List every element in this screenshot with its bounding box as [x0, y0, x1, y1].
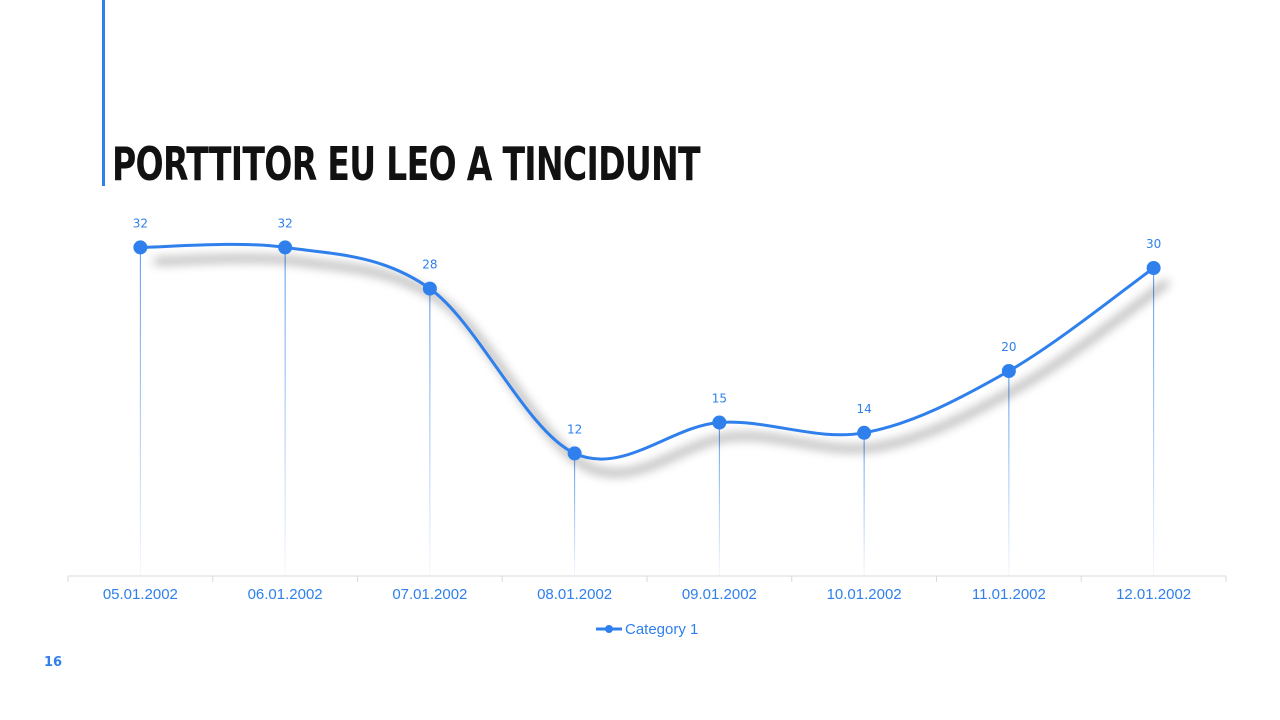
drop-line: [284, 247, 286, 576]
x-tick-label: 11.01.2002: [972, 586, 1046, 603]
x-tick-label: 08.01.2002: [537, 586, 612, 603]
page-number: 16: [44, 655, 63, 670]
drop-line: [1008, 371, 1010, 576]
drop-line: [718, 422, 720, 576]
data-label: 14: [856, 402, 871, 416]
drop-line: [139, 247, 141, 576]
data-label: 32: [277, 216, 292, 230]
x-tick-label: 09.01.2002: [682, 586, 757, 603]
data-point: [133, 240, 148, 255]
x-tick-labels: 05.01.2002 06.01.2002 07.01.2002 08.01.2002…: [103, 586, 1191, 603]
data-label: 30: [1146, 237, 1161, 251]
data-label: 32: [133, 216, 148, 230]
series-line-shadow: [154, 255, 1170, 476]
chart-legend: Category 1: [596, 621, 698, 638]
series-shadow: [154, 255, 1170, 476]
data-point: [712, 415, 727, 430]
slide-title: PORTTITOR EU LEO A TINCIDUNT: [112, 137, 701, 191]
x-tick-label: 05.01.2002: [103, 586, 178, 603]
data-labels: 32 32 28 12 15 14 20 30: [133, 216, 1162, 436]
data-point: [1146, 261, 1161, 275]
data-points: [133, 240, 1161, 461]
drop-line: [429, 288, 431, 576]
x-tick-label: 10.01.2002: [827, 586, 902, 603]
data-point: [1001, 364, 1016, 378]
drop-lines: [139, 247, 1155, 576]
data-label: 15: [712, 392, 727, 406]
drop-line: [863, 432, 865, 576]
x-axis: [67, 575, 1227, 582]
data-point: [857, 425, 872, 440]
data-point: [278, 240, 293, 255]
drop-line: [574, 453, 576, 576]
data-label: 12: [567, 422, 582, 436]
x-tick-label: 06.01.2002: [248, 586, 323, 603]
x-tick-label: 12.01.2002: [1116, 586, 1191, 603]
data-point: [422, 281, 437, 296]
x-tick-label: 07.01.2002: [392, 586, 467, 603]
legend-label: Category 1: [625, 621, 698, 638]
data-label: 20: [1001, 340, 1016, 354]
series-line-category-1: [138, 242, 1156, 461]
legend-marker: [605, 625, 613, 633]
drop-line: [1153, 268, 1155, 576]
title-accent-bar: [102, 0, 105, 186]
data-point: [567, 446, 582, 461]
series-lines: [138, 242, 1156, 461]
data-label: 28: [422, 258, 437, 272]
